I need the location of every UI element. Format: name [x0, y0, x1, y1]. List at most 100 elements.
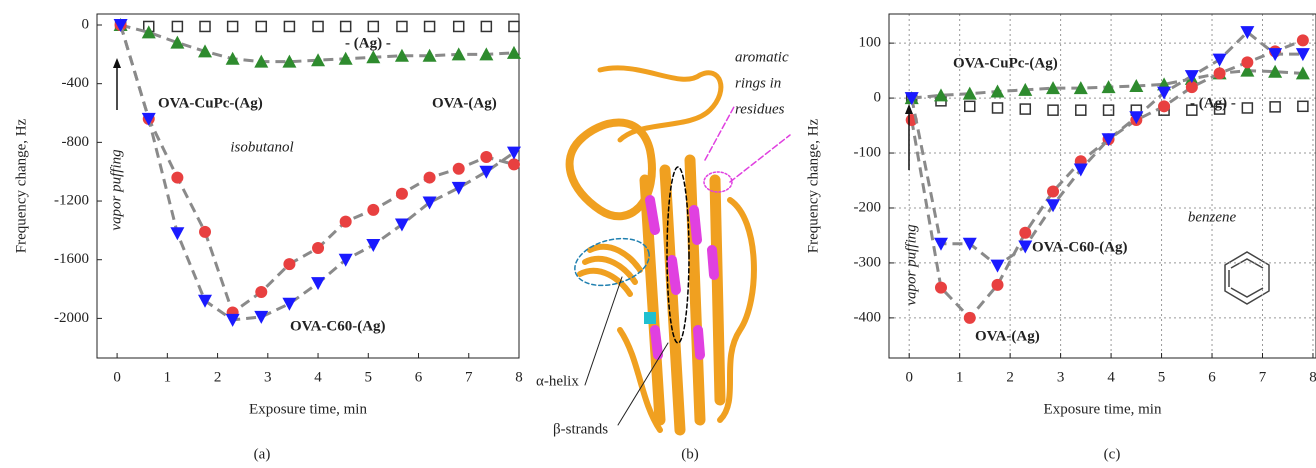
x-tick-label: 5: [365, 369, 373, 385]
marker: [367, 203, 380, 216]
marker: [1018, 82, 1033, 96]
y-tick-label: -1200: [54, 192, 89, 208]
x-tick-label: 1: [164, 369, 172, 385]
annotation: isobutanol: [230, 139, 293, 155]
structure-label: residues: [735, 101, 785, 117]
fit-line: [120, 23, 515, 64]
marker: [452, 162, 465, 175]
x-tick-label: 8: [1309, 369, 1316, 385]
panel-label: (a): [254, 446, 271, 462]
series-label: OVA-CuPc-(Ag): [158, 95, 263, 111]
marker: [1295, 48, 1310, 62]
marker: [422, 48, 437, 62]
marker: [964, 100, 976, 113]
marker: [225, 313, 240, 327]
x-axis-label: Exposure time, min: [249, 401, 367, 417]
y-tick-label: -200: [854, 199, 882, 215]
marker: [225, 51, 240, 65]
fit-line: [910, 30, 1303, 268]
marker: [283, 258, 296, 271]
annotation: vapor puffing: [108, 149, 124, 231]
marker: [1297, 100, 1309, 113]
marker: [141, 112, 156, 126]
y-axis-label: Frequency change, Hz: [805, 118, 821, 253]
marker: [1102, 104, 1115, 116]
marker: [1129, 78, 1144, 92]
y-tick-label: -400: [62, 75, 90, 91]
marker: [1075, 104, 1087, 116]
marker: [171, 20, 184, 33]
marker: [506, 146, 521, 160]
plot-frame: [96, 13, 520, 359]
marker: [479, 165, 494, 179]
x-tick-label: 3: [1057, 369, 1065, 385]
marker: [198, 44, 213, 58]
y-tick-label: 0: [874, 90, 882, 106]
marker: [1101, 80, 1116, 94]
marker: [311, 53, 326, 67]
y-axis-label: Frequency change, Hz: [13, 118, 29, 253]
marker: [339, 215, 352, 228]
x-tick-label: 5: [1158, 369, 1166, 385]
marker: [1268, 64, 1283, 78]
x-tick-label: 4: [314, 369, 322, 385]
panel-label: (b): [681, 446, 699, 462]
marker: [283, 20, 296, 33]
marker: [479, 47, 494, 61]
structure-label: α-helix: [536, 373, 579, 389]
marker: [254, 310, 269, 324]
marker: [508, 20, 520, 33]
marker: [507, 158, 520, 171]
marker: [339, 20, 352, 33]
marker: [1073, 163, 1088, 177]
marker: [141, 25, 156, 39]
marker: [170, 35, 185, 49]
plot-frame: [888, 13, 1316, 359]
marker: [451, 181, 466, 195]
marker: [480, 20, 493, 33]
marker: [963, 311, 976, 324]
marker: [423, 20, 436, 33]
marker: [282, 297, 297, 311]
marker: [113, 19, 128, 33]
benzene-ring: [1224, 251, 1270, 305]
marker: [366, 239, 381, 253]
marker: [338, 51, 353, 65]
marker: [1269, 101, 1281, 113]
series-label: OVA-CuPc-(Ag): [953, 55, 1058, 71]
marker: [1157, 86, 1172, 100]
marker: [991, 102, 1004, 114]
structure-label: aromatic: [735, 49, 789, 65]
marker: [904, 92, 919, 106]
y-tick-label: 0: [82, 16, 90, 32]
x-tick-label: 6: [415, 369, 423, 385]
marker: [198, 294, 213, 308]
x-tick-label: 1: [956, 369, 964, 385]
x-tick-label: 7: [465, 369, 473, 385]
x-tick-label: 7: [1259, 369, 1267, 385]
x-tick-label: 8: [515, 369, 523, 385]
marker: [452, 20, 465, 33]
marker: [1018, 240, 1033, 254]
marker: [1073, 81, 1088, 95]
x-tick-label: 0: [113, 369, 121, 385]
y-tick-label: -2000: [54, 310, 89, 326]
x-tick-label: 0: [905, 369, 913, 385]
marker: [1241, 56, 1254, 69]
marker: [934, 281, 947, 294]
marker: [1046, 199, 1061, 213]
y-tick-label: -100: [854, 144, 882, 160]
marker: [1241, 102, 1254, 114]
marker: [312, 241, 325, 254]
marker: [1047, 185, 1060, 198]
marker: [1213, 67, 1226, 80]
x-tick-label: 2: [214, 369, 222, 385]
marker: [396, 20, 408, 33]
marker: [1019, 226, 1032, 239]
panel-label: (c): [1104, 446, 1121, 462]
marker: [367, 20, 380, 33]
y-tick-label: 100: [859, 35, 882, 51]
marker: [338, 253, 353, 267]
marker: [394, 48, 409, 62]
